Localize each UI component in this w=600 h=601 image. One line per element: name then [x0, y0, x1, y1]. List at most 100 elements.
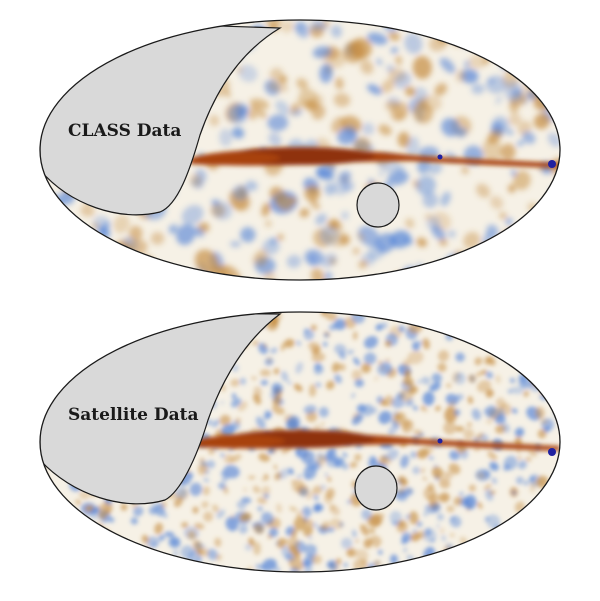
fluctuation-blob — [284, 338, 295, 348]
fluctuation-blob — [40, 355, 47, 366]
fluctuation-blob — [327, 476, 332, 482]
fluctuation-blob — [70, 536, 80, 548]
fluctuation-blob — [77, 349, 91, 364]
fluctuation-blob — [440, 553, 447, 559]
fluctuation-blob — [401, 419, 411, 429]
fluctuation-blob — [89, 319, 98, 330]
fluctuation-blob — [538, 332, 551, 346]
fluctuation-blob — [477, 501, 483, 509]
fluctuation-blob — [50, 248, 64, 264]
fluctuation-blob — [539, 52, 558, 72]
fluctuation-blob — [275, 541, 280, 546]
fluctuation-blob — [489, 461, 499, 471]
fluctuation-blob — [258, 109, 265, 117]
fluctuation-blob — [495, 95, 502, 105]
fluctuation-blob — [126, 261, 140, 277]
fluctuation-blob — [400, 454, 410, 469]
fluctuation-blob — [394, 414, 402, 420]
fluctuation-blob — [334, 318, 347, 331]
fluctuation-blob — [237, 401, 248, 412]
fluctuation-blob — [511, 169, 516, 177]
fluctuation-blob — [534, 527, 540, 534]
point-source — [437, 154, 443, 160]
fluctuation-blob — [41, 20, 48, 27]
fluctuation-blob — [451, 371, 461, 383]
fluctuation-blob — [471, 550, 477, 558]
fluctuation-blob — [54, 520, 65, 531]
fluctuation-blob — [95, 35, 106, 47]
fluctuation-blob — [159, 503, 163, 508]
fluctuation-blob — [438, 238, 448, 247]
fluctuation-blob — [375, 323, 384, 331]
fluctuation-blob — [476, 472, 486, 480]
fluctuation-blob — [511, 333, 525, 347]
fluctuation-blob — [525, 457, 532, 462]
fluctuation-blob — [258, 453, 270, 462]
fluctuation-blob — [369, 528, 376, 534]
fluctuation-blob — [113, 214, 130, 234]
fluctuation-blob — [492, 267, 508, 280]
fluctuation-blob — [491, 34, 500, 48]
fluctuation-blob — [507, 129, 514, 136]
fluctuation-blob — [261, 558, 277, 572]
fluctuation-blob — [450, 516, 455, 522]
fluctuation-blob — [543, 563, 558, 572]
fluctuation-blob — [231, 127, 245, 139]
fluctuation-blob — [538, 364, 544, 370]
fluctuation-blob — [323, 494, 333, 505]
fluctuation-blob — [321, 421, 325, 427]
fluctuation-blob — [214, 537, 222, 548]
fluctuation-blob — [312, 485, 323, 495]
fluctuation-blob — [542, 376, 558, 391]
fluctuation-blob — [410, 532, 422, 542]
fluctuation-blob — [346, 349, 355, 355]
fluctuation-blob — [276, 503, 282, 514]
fluctuation-blob — [154, 522, 164, 535]
fluctuation-blob — [523, 346, 529, 351]
fluctuation-blob — [296, 514, 301, 519]
fluctuation-blob — [177, 563, 187, 572]
fluctuation-blob — [238, 64, 258, 83]
fluctuation-blob — [510, 386, 524, 395]
fluctuation-blob — [388, 31, 401, 41]
fluctuation-blob — [427, 162, 443, 175]
fluctuation-blob — [363, 352, 377, 365]
fluctuation-blob — [424, 561, 439, 572]
fluctuation-blob — [314, 362, 322, 371]
fluctuation-blob — [391, 396, 405, 409]
fluctuation-blob — [251, 340, 259, 346]
fluctuation-blob — [174, 486, 188, 500]
fluctuation-blob — [485, 75, 507, 94]
fluctuation-blob — [490, 196, 504, 210]
fluctuation-blob — [495, 317, 511, 334]
fluctuation-blob — [420, 566, 427, 572]
fluctuation-blob — [264, 220, 272, 228]
fluctuation-blob — [393, 72, 412, 89]
fluctuation-blob — [262, 238, 280, 255]
fluctuation-blob — [301, 450, 315, 465]
fluctuation-blob — [424, 213, 433, 221]
fluctuation-blob — [220, 453, 225, 458]
fluctuation-blob — [335, 77, 344, 90]
fluctuation-blob — [49, 221, 68, 238]
fluctuation-blob — [40, 522, 44, 528]
fluctuation-blob — [428, 456, 434, 460]
fluctuation-blob — [351, 369, 362, 381]
fluctuation-blob — [173, 20, 194, 28]
fluctuation-blob — [211, 504, 220, 513]
fluctuation-blob — [93, 534, 99, 540]
fluctuation-blob — [42, 57, 57, 79]
fluctuation-blob — [197, 549, 204, 556]
fluctuation-blob — [554, 335, 560, 346]
fluctuation-blob — [517, 455, 522, 460]
fluctuation-blob — [529, 552, 537, 557]
fluctuation-blob — [510, 322, 524, 336]
fluctuation-blob — [221, 474, 229, 482]
fluctuation-blob — [330, 25, 342, 38]
fluctuation-blob — [51, 31, 61, 41]
fluctuation-blob — [341, 211, 349, 220]
fluctuation-blob — [447, 230, 456, 238]
fluctuation-blob — [40, 518, 45, 530]
fluctuation-blob — [194, 249, 219, 275]
fluctuation-blob — [95, 20, 115, 40]
